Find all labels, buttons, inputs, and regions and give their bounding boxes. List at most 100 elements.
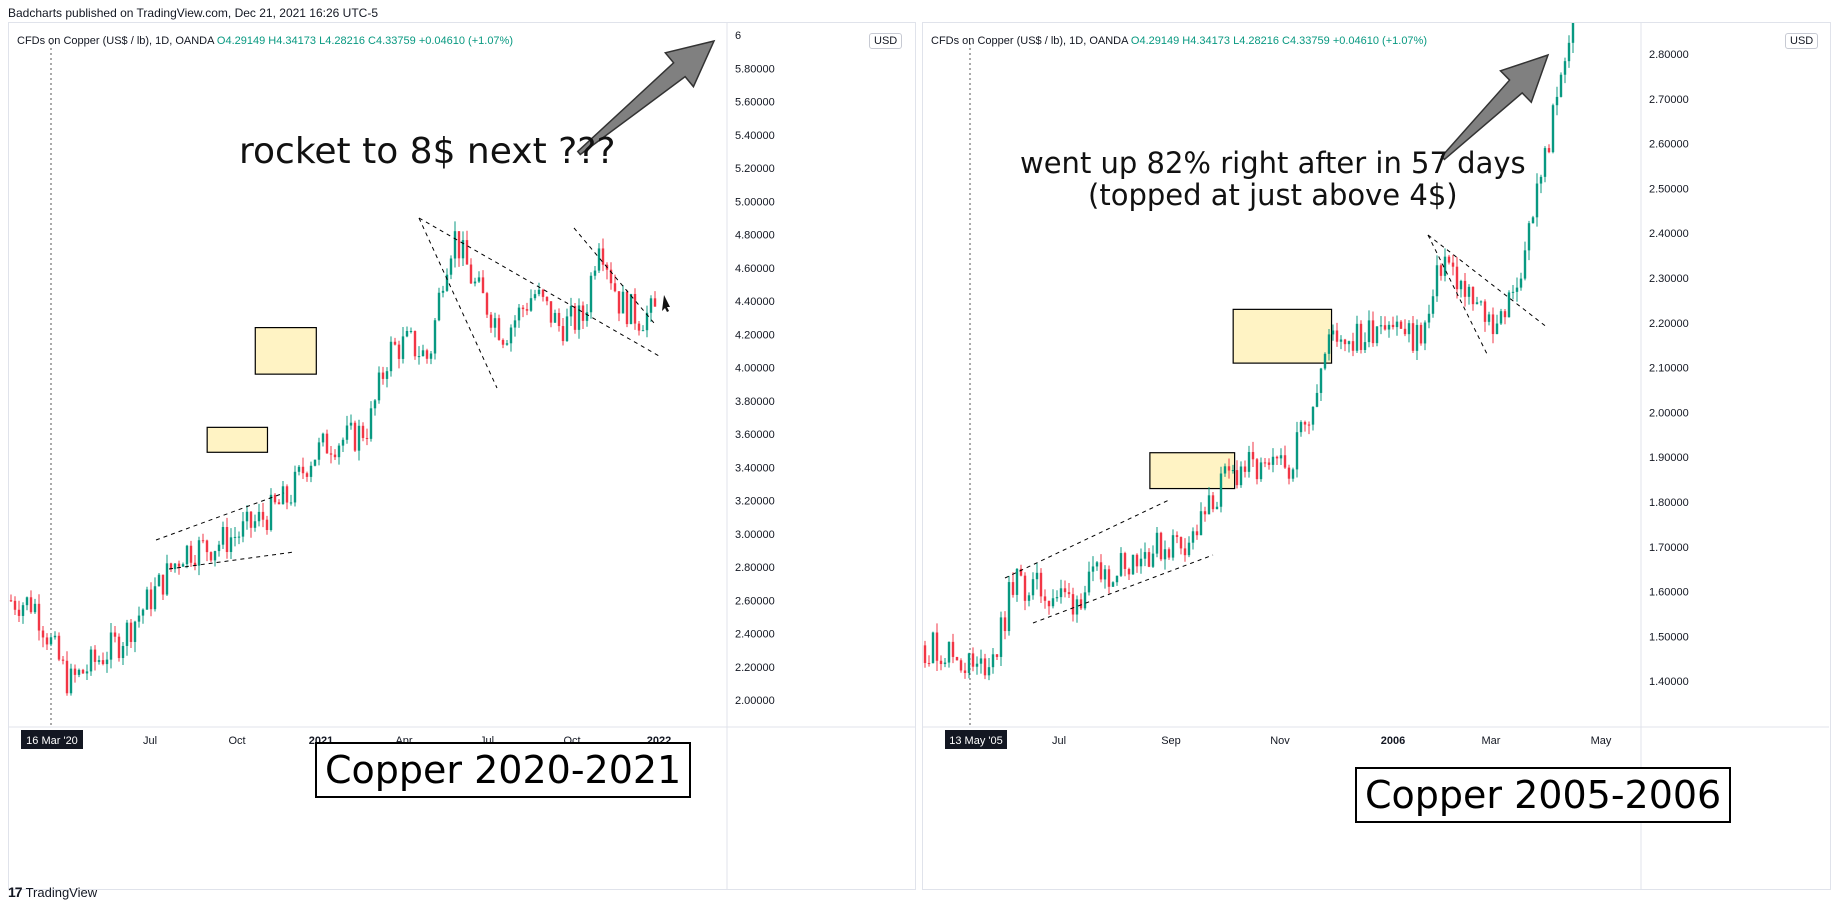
candle-body	[333, 454, 337, 458]
candle-body	[1011, 582, 1015, 595]
candle-body	[1427, 313, 1431, 323]
candle-body	[1347, 341, 1351, 345]
candle-body	[1131, 554, 1135, 575]
candle-body	[1463, 280, 1467, 297]
candle-body	[449, 258, 453, 275]
candle-body	[597, 248, 601, 271]
y-tick-label: 2.60000	[735, 595, 775, 607]
candle-body	[1479, 301, 1483, 303]
candle-body	[1523, 250, 1527, 279]
candle-body	[637, 323, 641, 331]
crosshair-date-badge	[945, 730, 1007, 749]
candle-body	[205, 540, 209, 553]
candle-body	[967, 653, 971, 673]
candle-body	[1471, 286, 1475, 305]
candle-body	[1451, 262, 1455, 267]
candle-body	[129, 622, 133, 642]
candle-body	[77, 669, 81, 675]
candle-body	[1395, 321, 1399, 328]
currency-button[interactable]: USD	[1785, 33, 1819, 49]
candle-body	[189, 545, 193, 563]
candle-body	[971, 653, 975, 667]
candle-body	[285, 486, 289, 503]
candle-body	[345, 425, 349, 440]
y-tick-label: 2.40000	[735, 629, 775, 641]
candle-body	[1487, 314, 1491, 322]
candle-body	[393, 341, 397, 345]
candle-body	[1167, 549, 1171, 558]
candle-body	[213, 551, 217, 561]
candle-body	[421, 350, 425, 357]
candle-body	[117, 636, 121, 659]
candle-body	[1271, 456, 1275, 465]
candle-body	[1083, 592, 1087, 609]
candle-body	[1067, 592, 1071, 595]
y-tick-label: 5.00000	[735, 196, 775, 208]
candle-body	[373, 400, 377, 409]
candle-body	[1055, 597, 1059, 599]
price-chart-2005-2006[interactable]: 2.80000 2.70000 2.60000 2.50000 2.40000 2.300…	[923, 23, 1830, 889]
candle-body	[161, 574, 165, 595]
price-chart-2020-2021[interactable]: 6 5.80000 5.60000 5.40000 5.20000 5.00000 4.80…	[9, 23, 915, 889]
candle-body	[927, 663, 931, 665]
currency-button[interactable]: USD	[869, 33, 903, 49]
candle-body	[1443, 256, 1447, 276]
candle-body	[157, 574, 161, 587]
candle-body	[1363, 342, 1367, 350]
candle-body	[101, 660, 105, 665]
candle-body	[1503, 311, 1507, 318]
candle-body	[517, 307, 521, 321]
candle-body	[437, 292, 441, 321]
candle-body	[309, 465, 313, 477]
open-value: O4.29149	[216, 35, 266, 47]
candle-body	[469, 264, 473, 284]
candle-body	[293, 471, 297, 503]
candle-body	[1375, 326, 1379, 344]
candle-body	[1099, 562, 1103, 580]
candle-body	[201, 540, 205, 542]
candle-body	[593, 270, 597, 276]
candle-body	[325, 433, 329, 454]
candle-body	[245, 511, 249, 522]
candle-body	[85, 671, 89, 674]
candle-body	[241, 521, 245, 537]
candle-body	[1459, 280, 1463, 290]
candle-body	[1007, 582, 1011, 632]
candle-body	[425, 350, 429, 359]
candle-body	[1071, 594, 1075, 615]
candle-body	[1267, 462, 1271, 465]
candle-body	[313, 459, 317, 466]
candle-body	[361, 425, 365, 438]
candle-body	[1187, 542, 1191, 556]
candle-body	[1519, 278, 1523, 288]
candle-body	[1299, 422, 1303, 433]
candle-body	[625, 291, 629, 325]
candle-body	[1407, 323, 1411, 335]
candle-body	[1139, 558, 1143, 567]
candle-body	[609, 269, 613, 284]
candle-body	[975, 663, 979, 667]
candle-body	[1403, 328, 1407, 335]
candle-body	[951, 641, 955, 657]
candle-body	[1059, 588, 1063, 598]
crosshair-date-label: 16 Mar '20	[26, 735, 78, 747]
chart-panel-2005-2006[interactable]: 2.80000 2.70000 2.60000 2.50000 2.40000 2.300…	[922, 22, 1831, 890]
candle-body	[629, 293, 633, 325]
candle-body	[97, 660, 101, 662]
trendline	[418, 217, 498, 389]
candle-body	[1235, 470, 1239, 486]
candle-body	[89, 649, 93, 672]
chart-panel-2020-2021[interactable]: 6 5.80000 5.60000 5.40000 5.20000 5.00000 4.80…	[8, 22, 916, 890]
candle-body	[1031, 579, 1035, 596]
symbol-description: CFDs on Copper (US$ / lb), 1D, OANDA	[931, 35, 1128, 47]
candle-body	[1163, 549, 1167, 560]
trendline	[168, 551, 295, 570]
candle-body	[1355, 323, 1359, 351]
candle-body	[1391, 324, 1395, 328]
candle-body	[1339, 339, 1343, 342]
candle-body	[959, 660, 963, 671]
candle-body	[1047, 600, 1051, 607]
candle-body	[533, 294, 537, 299]
candle-body	[229, 537, 233, 553]
candle-body	[1303, 422, 1307, 425]
